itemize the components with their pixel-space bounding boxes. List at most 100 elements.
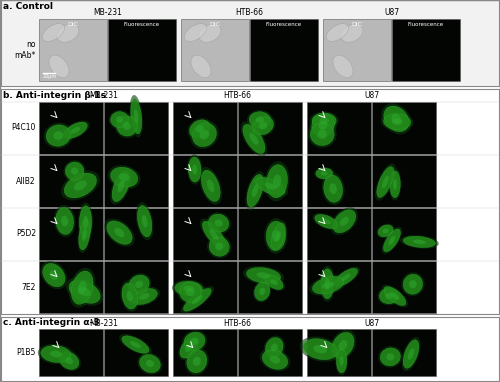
- Ellipse shape: [66, 278, 104, 306]
- Bar: [323, 19, 391, 81]
- Ellipse shape: [259, 122, 267, 129]
- Ellipse shape: [264, 218, 287, 254]
- Bar: [238, 261, 302, 313]
- Text: HTB-66: HTB-66: [224, 319, 252, 328]
- Ellipse shape: [390, 171, 400, 198]
- Ellipse shape: [200, 167, 222, 205]
- Ellipse shape: [129, 275, 150, 294]
- Ellipse shape: [69, 280, 100, 303]
- Ellipse shape: [409, 280, 416, 288]
- Ellipse shape: [146, 360, 154, 367]
- Ellipse shape: [54, 131, 64, 140]
- Ellipse shape: [78, 202, 93, 242]
- Bar: [173, 155, 237, 207]
- Bar: [392, 19, 460, 81]
- Ellipse shape: [251, 115, 276, 137]
- Ellipse shape: [60, 352, 79, 369]
- Ellipse shape: [72, 271, 93, 304]
- Ellipse shape: [312, 277, 344, 294]
- Text: P1B5: P1B5: [16, 348, 36, 357]
- Ellipse shape: [172, 280, 206, 297]
- Bar: [173, 208, 237, 260]
- Ellipse shape: [316, 168, 332, 179]
- Ellipse shape: [201, 170, 220, 202]
- Ellipse shape: [390, 292, 400, 300]
- Ellipse shape: [122, 283, 138, 309]
- Bar: [372, 155, 436, 207]
- Ellipse shape: [200, 219, 228, 250]
- Ellipse shape: [180, 286, 214, 314]
- Ellipse shape: [240, 121, 267, 157]
- Ellipse shape: [78, 287, 91, 296]
- Ellipse shape: [320, 118, 329, 124]
- Ellipse shape: [380, 348, 400, 366]
- Ellipse shape: [207, 180, 214, 192]
- Ellipse shape: [38, 344, 74, 364]
- Ellipse shape: [185, 344, 192, 352]
- Ellipse shape: [136, 202, 154, 240]
- Ellipse shape: [389, 168, 402, 201]
- Ellipse shape: [206, 212, 231, 234]
- Ellipse shape: [50, 351, 62, 358]
- Ellipse shape: [322, 172, 344, 205]
- Ellipse shape: [104, 219, 134, 247]
- Bar: [238, 102, 302, 154]
- Text: 20μm: 20μm: [43, 74, 57, 79]
- Ellipse shape: [266, 338, 283, 357]
- Ellipse shape: [338, 340, 347, 350]
- Ellipse shape: [61, 171, 100, 201]
- Bar: [1, 0, 499, 86]
- Text: P4C10: P4C10: [12, 123, 36, 133]
- Bar: [1, 317, 499, 381]
- Ellipse shape: [382, 228, 388, 233]
- Ellipse shape: [246, 267, 280, 283]
- Ellipse shape: [402, 272, 424, 296]
- Ellipse shape: [336, 349, 347, 373]
- Text: 7E2: 7E2: [22, 283, 36, 291]
- Bar: [104, 155, 168, 207]
- Ellipse shape: [266, 165, 287, 198]
- Ellipse shape: [375, 163, 396, 201]
- Ellipse shape: [413, 240, 426, 244]
- Ellipse shape: [175, 281, 203, 296]
- Ellipse shape: [403, 236, 436, 248]
- Ellipse shape: [41, 346, 71, 363]
- Ellipse shape: [42, 264, 65, 287]
- Ellipse shape: [384, 114, 410, 129]
- Ellipse shape: [271, 223, 285, 249]
- Text: Fluorescence: Fluorescence: [266, 22, 302, 27]
- Ellipse shape: [270, 279, 278, 285]
- Bar: [173, 329, 237, 376]
- Ellipse shape: [243, 124, 265, 154]
- Bar: [307, 102, 371, 154]
- Ellipse shape: [318, 121, 328, 130]
- Ellipse shape: [382, 104, 412, 134]
- Ellipse shape: [142, 215, 148, 228]
- Ellipse shape: [127, 273, 152, 296]
- Ellipse shape: [192, 123, 216, 147]
- Ellipse shape: [215, 243, 223, 251]
- Ellipse shape: [122, 336, 149, 353]
- Bar: [372, 102, 436, 154]
- Ellipse shape: [187, 350, 207, 373]
- Ellipse shape: [78, 281, 86, 295]
- Bar: [104, 102, 168, 154]
- Ellipse shape: [332, 332, 354, 358]
- Ellipse shape: [116, 116, 138, 136]
- Bar: [307, 329, 371, 376]
- Ellipse shape: [214, 219, 222, 227]
- Ellipse shape: [126, 291, 133, 301]
- Ellipse shape: [131, 288, 158, 304]
- Ellipse shape: [80, 206, 92, 239]
- Bar: [181, 19, 249, 81]
- Ellipse shape: [61, 216, 68, 227]
- Ellipse shape: [264, 161, 289, 201]
- Ellipse shape: [253, 117, 274, 135]
- Ellipse shape: [66, 162, 84, 180]
- Ellipse shape: [178, 280, 203, 304]
- Bar: [307, 208, 371, 260]
- Ellipse shape: [135, 281, 143, 288]
- Ellipse shape: [393, 179, 397, 190]
- Ellipse shape: [180, 338, 198, 358]
- Ellipse shape: [44, 123, 73, 148]
